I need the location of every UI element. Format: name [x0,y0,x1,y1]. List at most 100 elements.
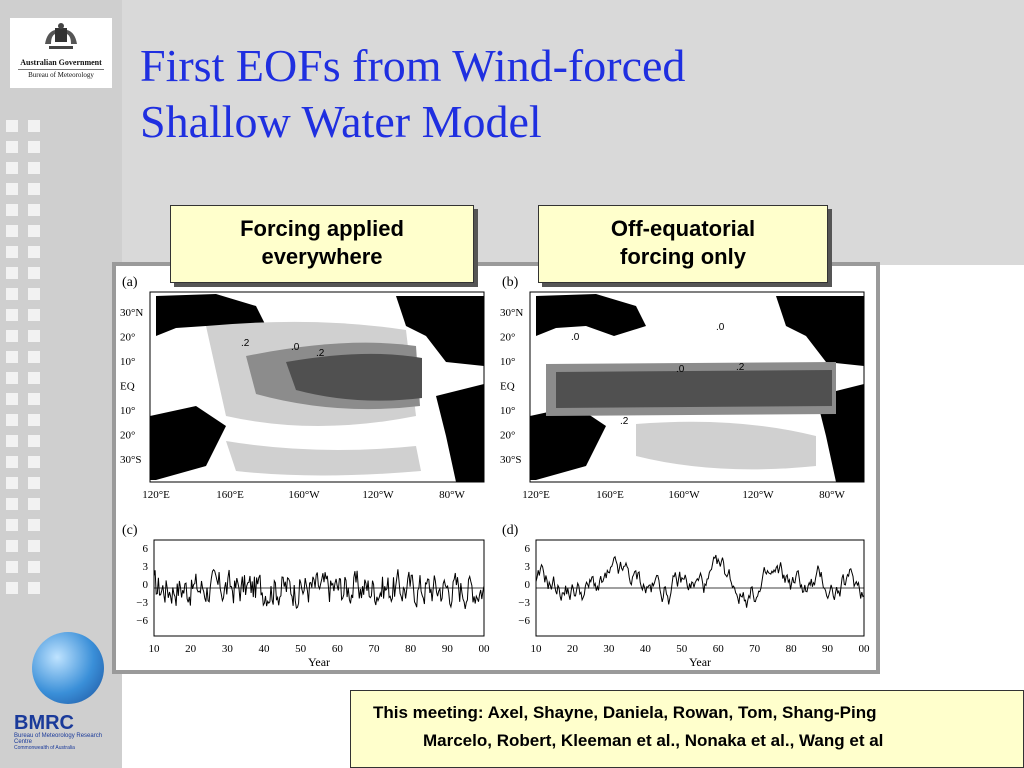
xlabel-d: Year [689,655,711,669]
xtick-label: 10 [531,643,543,655]
eof-figure-svg: (a) .2 .0 .2 30°N 20° 10° EQ 10° 20° 30°S 120°… [120,275,870,669]
ytick-label: 0 [525,579,531,591]
xtick-label: 50 [676,643,688,655]
callout-off-equatorial: Off-equatorial forcing only [538,205,828,283]
ytick-label: −3 [136,597,148,609]
decorative-squares [6,120,38,603]
lon-label: 120°E [522,489,550,501]
shade-light-south-b [636,421,816,470]
xtick-label: 50 [295,643,307,655]
contour-label-b-5: .0 [676,364,685,375]
gov-logo-line1: Australian Government [20,58,102,67]
australian-government-logo: Australian Government Bureau of Meteorol… [10,18,112,88]
xtick-label: 40 [640,643,652,655]
xtick-label: 80 [405,643,417,655]
shade-dark-b [556,370,832,408]
callout-right-line1: Off-equatorial [610,216,756,241]
lon-label: 160°W [288,489,320,501]
xtick-labels-c: 10 20 30 40 50 60 70 80 90 00 [149,643,491,655]
xtick-label: 20 [567,643,579,655]
contour-label-b-3: .0 [716,322,725,333]
land-americas-south-a [436,384,484,482]
slide-title-line1: First EOFs from Wind-forced [140,40,686,91]
ytick-label: −6 [136,615,148,627]
xtick-label: 30 [603,643,615,655]
panel-label-d: (d) [502,523,519,538]
eof-figure: (a) .2 .0 .2 30°N 20° 10° EQ 10° 20° 30°S 120°… [112,262,880,674]
lon-label: 160°W [668,489,700,501]
xtick-label: 90 [442,643,454,655]
xtick-label: 20 [185,643,197,655]
contour-label-b-1: .0 [576,314,585,325]
land-australia-a [150,406,226,480]
bmrc-logo-sub: Bureau of Meteorology Research Centre [14,733,103,745]
contour-label-a-2: .0 [291,342,300,353]
lat-label: 10° [500,405,515,417]
lon-label: 80°W [439,489,465,501]
bmrc-logo: BMRC Bureau of Meteorology Research Cent… [14,712,114,752]
ytick-label: 0 [143,579,149,591]
lat-labels-a: 30°N 20° 10° EQ 10° 20° 30°S [120,307,143,466]
xtick-labels-d: 10 20 30 40 50 60 70 80 90 00 [531,643,871,655]
xtick-label: 30 [222,643,234,655]
lon-labels-b: 120°E 160°E 160°W 120°W 80°W [522,489,845,501]
land-americas-north-b [776,296,864,366]
xtick-label: 40 [259,643,271,655]
lat-label: 20° [500,430,515,442]
timeseries-panel-d: (d) 630−3−6 10 20 30 40 50 60 70 80 90 00 Year [502,523,870,669]
xtick-label: 10 [149,643,161,655]
bmrc-logo-word: BMRC [14,712,74,734]
lat-label: 10° [500,356,515,368]
contour-label-b-2: .0 [571,332,580,343]
lat-label: 20° [120,332,135,344]
slide-title: First EOFs from Wind-forced Shallow Wate… [140,38,685,150]
timeseries-line-d [535,554,865,608]
callout-left-line1: Forcing applied [240,216,404,241]
lat-label: 30°N [120,307,143,319]
ytick-label: 3 [143,561,149,573]
map-panel-a: (a) .2 .0 .2 30°N 20° 10° EQ 10° 20° 30°S 120°… [120,275,485,501]
xtick-label: 70 [369,643,381,655]
lat-label: 10° [120,356,135,368]
lon-label: 120°E [142,489,170,501]
ytick-label: −6 [518,615,530,627]
xtick-label: 60 [713,643,725,655]
meeting-note: This meeting: Axel, Shayne, Daniela, Row… [350,690,1024,768]
panel-label-a: (a) [122,275,138,290]
ytick-label: 3 [525,561,531,573]
contour-label-b-6: .2 [620,416,629,427]
land-australia-b [530,406,606,480]
ytick-label: 6 [143,543,149,555]
contour-label-a-3: .2 [316,348,325,359]
shade-light-south-a [226,441,421,476]
lat-label: 30°N [500,307,523,319]
xtick-label: 80 [786,643,798,655]
xtick-label: 00 [859,643,871,655]
land-americas-north-a [396,296,484,366]
timeseries-panel-c: (c) 630−3−6 10 20 30 40 50 60 70 80 90 00 Year [122,523,490,669]
ytick-labels-c: 6 3 0 −3 −6 [136,543,148,627]
lon-label: 80°W [819,489,845,501]
lat-label: 10° [120,405,135,417]
shade-dark-a [286,353,422,401]
lon-labels-a: 120°E 160°E 160°W 120°W 80°W [142,489,465,501]
ytick-labels-d: 6 3 0 −3 −6 [518,543,530,627]
gov-logo-line2: Bureau of Meteorology [18,69,104,79]
lon-label: 120°W [362,489,394,501]
lat-label: EQ [500,381,515,393]
map-panel-b: (b) .0 .0 .0 .2 .0 .2 30°N 20° 10° EQ 10° 20°… [500,275,865,501]
lon-label: 120°W [742,489,774,501]
xtick-label: 60 [332,643,344,655]
timeseries-line-c [153,568,485,610]
contour-label-b-4: .2 [736,362,745,373]
coat-of-arms-icon [10,22,112,57]
lat-label: 30°S [500,454,522,466]
xtick-label: 90 [822,643,834,655]
globe-icon [32,632,104,704]
xtick-label: 70 [749,643,761,655]
callout-left-line2: everywhere [261,244,383,269]
decorative-squares-col2 [28,120,60,603]
slide-title-line2: Shallow Water Model [140,96,542,147]
lat-label: 20° [500,332,515,344]
lat-label: 30°S [120,454,142,466]
